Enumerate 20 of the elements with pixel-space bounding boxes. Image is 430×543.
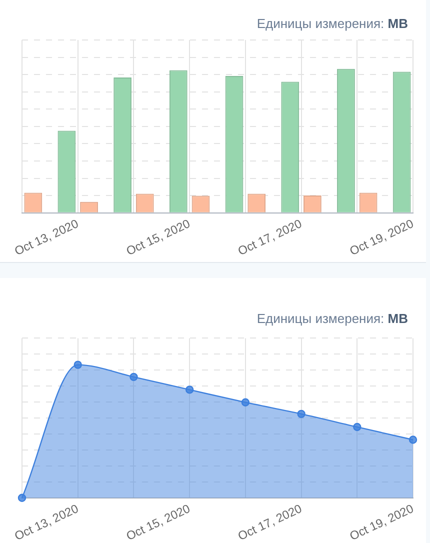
text: MB [386,311,408,326]
point [297,410,306,418]
text: MB [386,16,408,31]
x-tick-label: Oct 15, 2020 [124,501,193,543]
point [353,422,362,432]
point [18,494,26,502]
point [408,436,418,444]
x-tick-label: Oct 15, 2020 [124,216,193,258]
point [241,398,250,406]
x-tick-label: Oct 17, 2020 [236,216,304,258]
point [130,372,138,382]
x-tick-label: Oct 19, 2020 [347,501,416,543]
point [74,360,82,369]
text: Единицы измерения: [256,16,384,31]
x-tick-label: Oct 13, 2020 [12,501,81,543]
x-tick-label: Oct 19, 2020 [347,216,416,258]
x-tick-label: Oct 17, 2020 [236,501,304,543]
point [185,386,194,394]
text: Единицы измерения: [256,311,384,326]
x-tick-label: Oct 13, 2020 [12,216,81,258]
